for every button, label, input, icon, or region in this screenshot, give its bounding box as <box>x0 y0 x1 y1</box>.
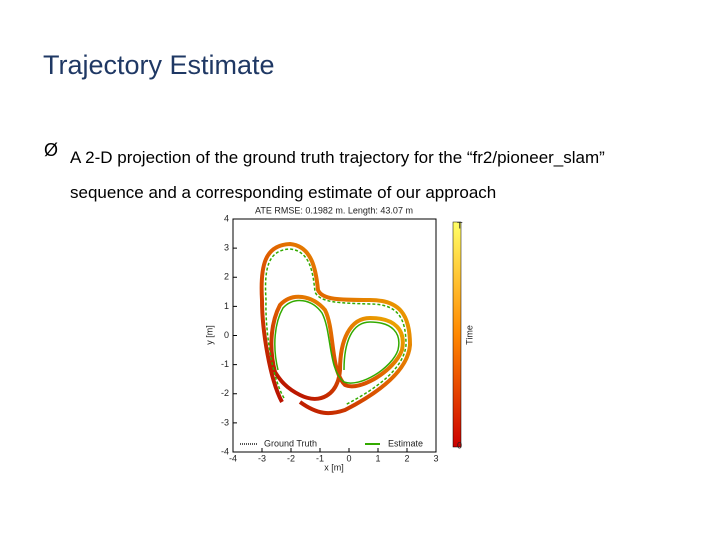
legend-label: Ground Truth <box>264 438 317 448</box>
colorbar-tick-label: T <box>457 220 463 230</box>
y-tick-label: -2 <box>221 388 229 398</box>
x-tick-label: -4 <box>229 453 237 463</box>
estimate-trajectory <box>274 299 400 384</box>
y-tick-label: -4 <box>221 446 229 456</box>
slide-title: Trajectory Estimate <box>43 50 275 80</box>
ground-truth-trajectory <box>259 241 413 416</box>
colorbar <box>452 221 462 448</box>
x-tick-label: 1 <box>375 453 380 463</box>
figure-title: ATE RMSE: 0.1982 m. Length: 43.07 m <box>255 205 413 215</box>
legend-label: Estimate <box>388 438 423 448</box>
y-tick-label: -1 <box>221 359 229 369</box>
bullet-text: A 2-D projection of the ground truth tra… <box>70 148 605 202</box>
colorbar-tick-label: 0 <box>457 440 462 450</box>
y-tick-label: -3 <box>221 417 229 427</box>
x-tick-label: 2 <box>404 453 409 463</box>
colorbar-label: Time <box>464 325 474 345</box>
y-tick-label: 3 <box>224 243 229 253</box>
y-axis-label: y [m] <box>204 325 214 345</box>
x-tick-label: 3 <box>433 453 438 463</box>
y-tick-label: 0 <box>224 330 229 340</box>
x-tick-label: -1 <box>316 453 324 463</box>
y-tick-label: 1 <box>224 301 229 311</box>
x-axis-label: x [m] <box>324 462 344 472</box>
x-tick-label: -2 <box>287 453 295 463</box>
bullet-marker: Ø <box>44 140 59 160</box>
y-tick-label: 2 <box>224 272 229 282</box>
y-tick-label: 4 <box>224 213 229 223</box>
estimate-trajectory <box>264 248 407 406</box>
x-tick-label: -3 <box>258 453 266 463</box>
ground-truth-trajectory <box>269 294 405 401</box>
x-tick-label: 0 <box>346 453 351 463</box>
